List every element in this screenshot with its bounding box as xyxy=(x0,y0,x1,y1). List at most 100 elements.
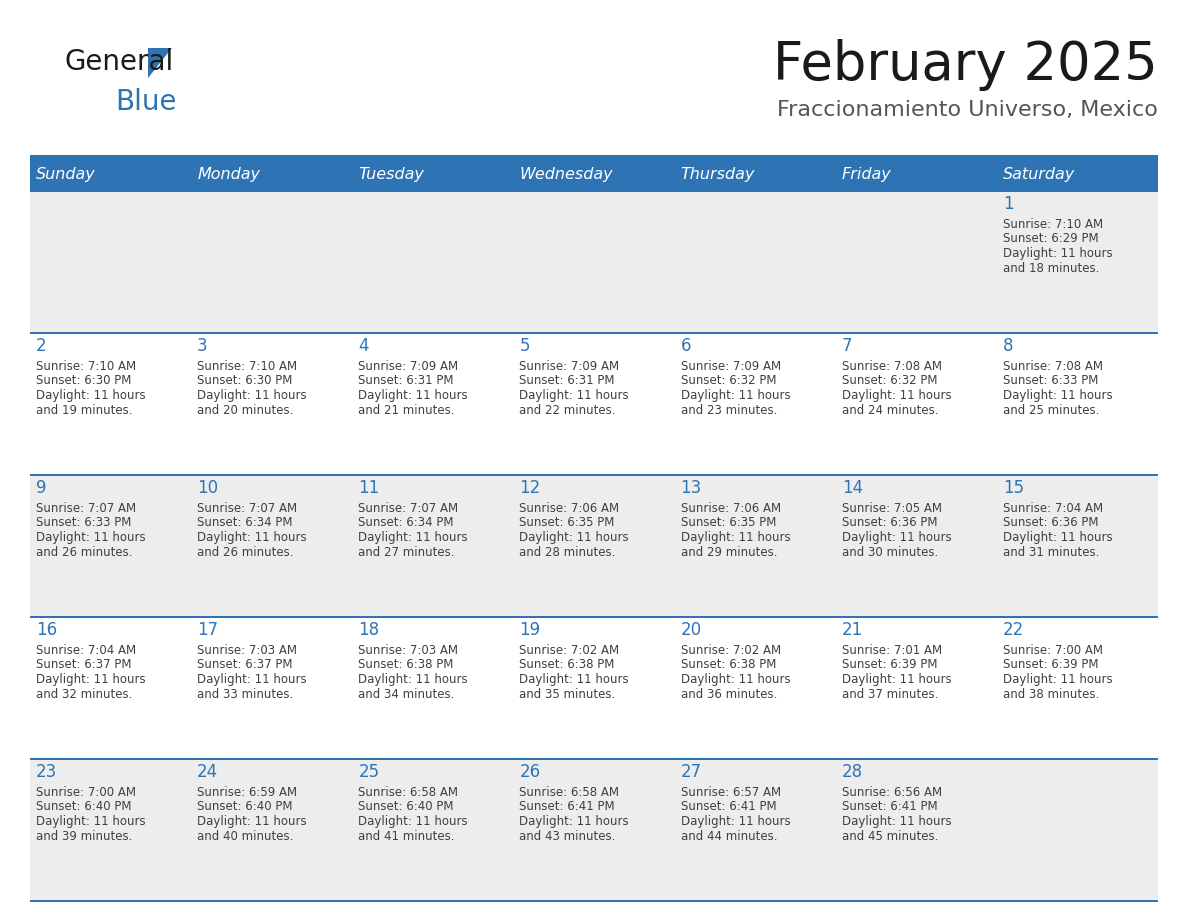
Text: Daylight: 11 hours: Daylight: 11 hours xyxy=(359,531,468,544)
Bar xyxy=(30,900,1158,902)
Bar xyxy=(30,758,1158,760)
Text: Daylight: 11 hours: Daylight: 11 hours xyxy=(681,531,790,544)
Text: 27: 27 xyxy=(681,763,702,781)
Text: 13: 13 xyxy=(681,479,702,497)
Text: Sunrise: 7:00 AM: Sunrise: 7:00 AM xyxy=(1003,644,1102,657)
Text: Daylight: 11 hours: Daylight: 11 hours xyxy=(197,815,307,828)
Text: Sunrise: 7:07 AM: Sunrise: 7:07 AM xyxy=(197,502,297,515)
Text: and 26 minutes.: and 26 minutes. xyxy=(36,545,133,558)
Text: Sunset: 6:33 PM: Sunset: 6:33 PM xyxy=(36,517,132,530)
Text: 12: 12 xyxy=(519,479,541,497)
Text: Tuesday: Tuesday xyxy=(359,166,424,182)
Bar xyxy=(30,616,1158,758)
Bar xyxy=(30,332,1158,474)
Text: and 33 minutes.: and 33 minutes. xyxy=(197,688,293,700)
Text: Sunrise: 7:04 AM: Sunrise: 7:04 AM xyxy=(1003,502,1102,515)
Text: Sunrise: 7:09 AM: Sunrise: 7:09 AM xyxy=(359,360,459,373)
Text: and 19 minutes.: and 19 minutes. xyxy=(36,404,133,417)
Text: Sunset: 6:32 PM: Sunset: 6:32 PM xyxy=(842,375,937,387)
Text: Sunrise: 7:09 AM: Sunrise: 7:09 AM xyxy=(519,360,620,373)
Text: and 24 minutes.: and 24 minutes. xyxy=(842,404,939,417)
Text: Sunset: 6:33 PM: Sunset: 6:33 PM xyxy=(1003,375,1098,387)
Text: and 41 minutes.: and 41 minutes. xyxy=(359,830,455,843)
Text: and 35 minutes.: and 35 minutes. xyxy=(519,688,615,700)
Text: Saturday: Saturday xyxy=(1003,166,1075,182)
Bar xyxy=(30,474,1158,616)
Bar xyxy=(30,332,1158,334)
Text: and 40 minutes.: and 40 minutes. xyxy=(197,830,293,843)
Text: 5: 5 xyxy=(519,337,530,355)
Text: and 29 minutes.: and 29 minutes. xyxy=(681,545,777,558)
Text: 2: 2 xyxy=(36,337,46,355)
Text: Sunset: 6:35 PM: Sunset: 6:35 PM xyxy=(681,517,776,530)
Text: and 37 minutes.: and 37 minutes. xyxy=(842,688,939,700)
Text: 15: 15 xyxy=(1003,479,1024,497)
Bar xyxy=(30,190,1158,192)
Text: Sunrise: 7:10 AM: Sunrise: 7:10 AM xyxy=(1003,218,1102,231)
Text: Sunset: 6:41 PM: Sunset: 6:41 PM xyxy=(681,800,776,813)
Text: and 25 minutes.: and 25 minutes. xyxy=(1003,404,1099,417)
Text: Sunrise: 7:02 AM: Sunrise: 7:02 AM xyxy=(519,644,620,657)
Text: Sunset: 6:31 PM: Sunset: 6:31 PM xyxy=(359,375,454,387)
Text: Sunset: 6:38 PM: Sunset: 6:38 PM xyxy=(359,658,454,671)
Text: and 26 minutes.: and 26 minutes. xyxy=(197,545,293,558)
Text: 4: 4 xyxy=(359,337,368,355)
Text: Daylight: 11 hours: Daylight: 11 hours xyxy=(1003,247,1112,260)
Text: Sunset: 6:39 PM: Sunset: 6:39 PM xyxy=(1003,658,1099,671)
Bar xyxy=(30,616,1158,618)
Text: Monday: Monday xyxy=(197,166,260,182)
Text: and 30 minutes.: and 30 minutes. xyxy=(842,545,939,558)
Text: Daylight: 11 hours: Daylight: 11 hours xyxy=(359,815,468,828)
Text: Friday: Friday xyxy=(842,166,891,182)
Text: 24: 24 xyxy=(197,763,219,781)
Text: Sunrise: 7:04 AM: Sunrise: 7:04 AM xyxy=(36,644,137,657)
Text: and 32 minutes.: and 32 minutes. xyxy=(36,688,132,700)
Text: Daylight: 11 hours: Daylight: 11 hours xyxy=(842,815,952,828)
Text: Sunset: 6:37 PM: Sunset: 6:37 PM xyxy=(197,658,292,671)
Text: Daylight: 11 hours: Daylight: 11 hours xyxy=(681,673,790,686)
Text: 14: 14 xyxy=(842,479,862,497)
Text: and 39 minutes.: and 39 minutes. xyxy=(36,830,132,843)
Text: Sunset: 6:41 PM: Sunset: 6:41 PM xyxy=(842,800,937,813)
Text: Sunset: 6:30 PM: Sunset: 6:30 PM xyxy=(36,375,132,387)
Text: Sunrise: 7:07 AM: Sunrise: 7:07 AM xyxy=(36,502,137,515)
Text: Sunrise: 7:03 AM: Sunrise: 7:03 AM xyxy=(359,644,459,657)
Text: Daylight: 11 hours: Daylight: 11 hours xyxy=(519,389,630,402)
Text: Daylight: 11 hours: Daylight: 11 hours xyxy=(681,389,790,402)
Bar xyxy=(30,190,1158,332)
Text: Daylight: 11 hours: Daylight: 11 hours xyxy=(1003,531,1112,544)
Text: Daylight: 11 hours: Daylight: 11 hours xyxy=(197,531,307,544)
Text: 3: 3 xyxy=(197,337,208,355)
Text: Sunset: 6:30 PM: Sunset: 6:30 PM xyxy=(197,375,292,387)
Text: Sunset: 6:39 PM: Sunset: 6:39 PM xyxy=(842,658,937,671)
Text: Sunrise: 7:06 AM: Sunrise: 7:06 AM xyxy=(519,502,620,515)
Text: Daylight: 11 hours: Daylight: 11 hours xyxy=(197,673,307,686)
Text: Blue: Blue xyxy=(115,88,177,116)
Text: General: General xyxy=(65,48,175,76)
Bar xyxy=(30,758,1158,900)
Text: Sunset: 6:35 PM: Sunset: 6:35 PM xyxy=(519,517,615,530)
Text: 1: 1 xyxy=(1003,195,1013,213)
Text: and 44 minutes.: and 44 minutes. xyxy=(681,830,777,843)
Text: Daylight: 11 hours: Daylight: 11 hours xyxy=(359,389,468,402)
Text: and 27 minutes.: and 27 minutes. xyxy=(359,545,455,558)
Text: 25: 25 xyxy=(359,763,379,781)
Text: Sunrise: 7:09 AM: Sunrise: 7:09 AM xyxy=(681,360,781,373)
Text: Sunset: 6:37 PM: Sunset: 6:37 PM xyxy=(36,658,132,671)
Text: Sunset: 6:31 PM: Sunset: 6:31 PM xyxy=(519,375,615,387)
Text: 11: 11 xyxy=(359,479,379,497)
Text: Daylight: 11 hours: Daylight: 11 hours xyxy=(36,531,146,544)
Text: Thursday: Thursday xyxy=(681,166,754,182)
Text: Fraccionamiento Universo, Mexico: Fraccionamiento Universo, Mexico xyxy=(777,100,1158,120)
Text: Sunset: 6:40 PM: Sunset: 6:40 PM xyxy=(36,800,132,813)
Text: and 22 minutes.: and 22 minutes. xyxy=(519,404,615,417)
Text: Daylight: 11 hours: Daylight: 11 hours xyxy=(36,815,146,828)
Text: Daylight: 11 hours: Daylight: 11 hours xyxy=(519,815,630,828)
Text: Daylight: 11 hours: Daylight: 11 hours xyxy=(359,673,468,686)
Text: Sunset: 6:29 PM: Sunset: 6:29 PM xyxy=(1003,232,1099,245)
Bar xyxy=(30,474,1158,476)
Text: 20: 20 xyxy=(681,621,702,639)
Text: Sunrise: 7:01 AM: Sunrise: 7:01 AM xyxy=(842,644,942,657)
Text: 9: 9 xyxy=(36,479,46,497)
Text: Sunrise: 6:58 AM: Sunrise: 6:58 AM xyxy=(519,786,619,799)
